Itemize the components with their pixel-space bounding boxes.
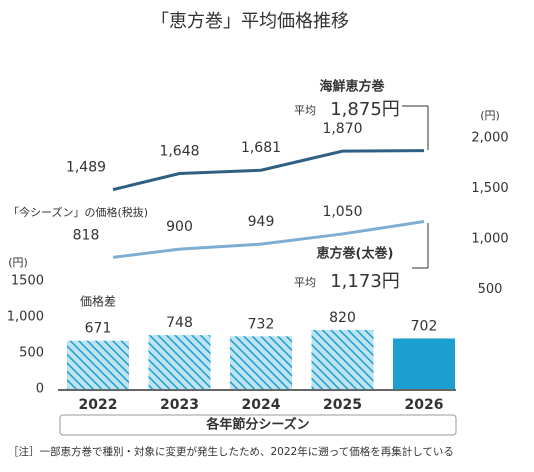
footnote: ［注］一部恵方巻で種別・対象に変更が発生したため、2022年に遡って価格を再集計… xyxy=(8,445,454,458)
series-name: 海鮮恵方巻 xyxy=(319,79,385,95)
y-tick-label: 0 xyxy=(36,382,44,397)
x-tick-label: 2022 xyxy=(79,397,118,413)
value-label: 820 xyxy=(329,310,356,326)
value-label: 949 xyxy=(248,214,275,230)
y-unit: (円) xyxy=(480,109,500,122)
x-tick-label: 2026 xyxy=(405,397,444,413)
y-tick-label: 500 xyxy=(478,282,503,297)
avg-label: 平均 xyxy=(294,276,316,289)
value-label: 732 xyxy=(248,316,275,332)
xlabel-box xyxy=(59,414,457,436)
bar xyxy=(230,336,292,389)
value-label: 1,875円 xyxy=(330,99,400,120)
y-tick-label: 1500 xyxy=(11,274,44,289)
value-label: 702 xyxy=(411,318,438,334)
y-tick-label: 1,000 xyxy=(7,310,44,325)
annotation: 「今シーズン」の価格(税抜) xyxy=(8,205,148,219)
avg-label: 平均 xyxy=(294,104,316,117)
line xyxy=(112,220,425,259)
value-label: 1,870 xyxy=(322,121,362,137)
x-tick-label: 2023 xyxy=(160,397,199,413)
y-tick-label: 1,500 xyxy=(471,181,508,196)
value-label: 1,489 xyxy=(66,160,106,176)
y-unit: (円) xyxy=(8,256,28,269)
y-tick-label: 2,000 xyxy=(471,131,508,146)
y-tick-label: 1,000 xyxy=(471,232,508,247)
bar xyxy=(67,340,129,389)
value-label: 818 xyxy=(73,227,100,243)
x-tick-label: 2025 xyxy=(323,397,362,413)
series-name: 恵方巻(太巻) xyxy=(317,246,394,262)
value-label: 1,648 xyxy=(159,144,199,160)
x-axis-label: 各年節分シーズン xyxy=(205,417,309,433)
line xyxy=(112,149,425,192)
value-label: 1,050 xyxy=(322,204,362,220)
value-label: 748 xyxy=(166,315,193,331)
bar xyxy=(311,329,374,389)
value-label: 671 xyxy=(85,321,112,337)
value-label: 1,681 xyxy=(241,140,281,156)
x-tick-label: 2024 xyxy=(242,397,281,413)
value-label: 900 xyxy=(166,219,193,235)
value-label: 1,173円 xyxy=(330,271,400,292)
chart-title: 「恵方巻」平均価格推移 xyxy=(151,11,349,32)
bar xyxy=(148,335,211,389)
bar-label: 価格差 xyxy=(80,294,116,309)
y-tick-label: 500 xyxy=(19,346,44,361)
bar xyxy=(393,338,455,389)
